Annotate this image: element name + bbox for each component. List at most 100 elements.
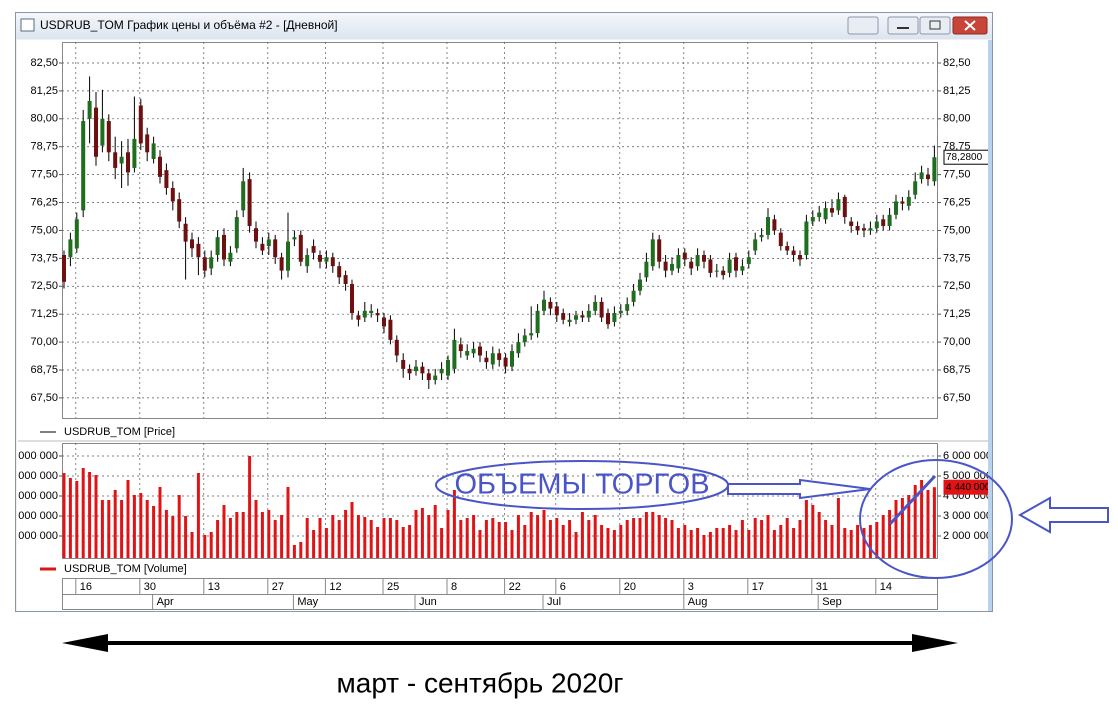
- legend-entry: USDRUB_TOM [Volume]: [64, 563, 187, 575]
- candle-body: [708, 259, 713, 273]
- volume-bar: [62, 473, 66, 558]
- volume-bar: [881, 515, 885, 558]
- y-tick-label: 76,25: [30, 196, 58, 208]
- candle-body: [215, 237, 220, 256]
- volume-bar: [433, 505, 437, 558]
- month-label: Apr: [157, 596, 174, 608]
- y-tick-label: 75,00: [943, 224, 971, 236]
- volume-bar: [651, 512, 655, 558]
- candle-body: [311, 246, 316, 253]
- period-caption: март - сентябрь 2020г: [337, 667, 624, 698]
- volume-bar: [721, 528, 725, 558]
- candle-body: [254, 228, 258, 242]
- minimize-button[interactable]: [887, 16, 919, 35]
- candle-body: [586, 310, 591, 318]
- candle-body: [74, 219, 79, 249]
- pin-button[interactable]: [847, 16, 879, 35]
- candle-body: [842, 196, 847, 218]
- volume-bar: [452, 490, 456, 558]
- volume-bar: [536, 515, 540, 558]
- x-tick-label: 17: [752, 581, 764, 593]
- candle-body: [151, 143, 156, 159]
- candle-body: [401, 359, 406, 369]
- last-value-label: 78,2800: [946, 152, 983, 163]
- volume-bar: [299, 542, 303, 558]
- last-value-label: 4 440 000: [946, 482, 991, 493]
- candle-body: [727, 259, 732, 273]
- candle-body: [170, 188, 175, 202]
- candle-body: [599, 301, 604, 318]
- candle-body: [778, 232, 783, 247]
- candle-body: [650, 239, 655, 267]
- maximize-button[interactable]: [919, 16, 951, 35]
- close-icon: [964, 20, 976, 31]
- y-tick-label: 75,00: [30, 224, 58, 236]
- candle-body: [68, 239, 73, 258]
- volume-bar: [120, 500, 124, 558]
- candle-body: [522, 335, 527, 343]
- y-tick-label: 4 000 000: [9, 490, 58, 502]
- volume-bar: [811, 505, 815, 558]
- volume-bar: [670, 520, 674, 558]
- volume-bar: [190, 532, 194, 558]
- candle-body: [695, 255, 700, 267]
- x-tick-label: 27: [272, 581, 284, 593]
- y-tick-label: 68,75: [943, 364, 971, 376]
- volume-bar: [68, 478, 72, 558]
- candle-body: [369, 310, 374, 314]
- candle-body: [881, 219, 886, 226]
- x-tick-label: 14: [880, 581, 892, 593]
- candle-body: [465, 351, 470, 356]
- last-value-box: [943, 149, 988, 165]
- volume-bar: [574, 532, 578, 558]
- y-tick-label: 70,00: [943, 336, 971, 348]
- y-tick-label: 6 000 000: [9, 450, 58, 462]
- volume-bar: [216, 520, 220, 558]
- candle-body: [426, 373, 431, 381]
- y-tick-label: 76,25: [943, 196, 971, 208]
- volume-bar: [356, 515, 360, 558]
- candle-body: [682, 252, 687, 260]
- volume-bar: [414, 510, 418, 558]
- candle-body: [791, 250, 796, 256]
- y-tick-label: 70,00: [30, 336, 58, 348]
- month-label: May: [297, 596, 318, 608]
- x-tick-label: 30: [144, 581, 156, 593]
- volume-bar: [728, 525, 732, 558]
- x-tick-label: 31: [816, 581, 828, 593]
- candle-body: [670, 263, 674, 271]
- volume-bar: [401, 527, 405, 558]
- window-icon: [20, 18, 35, 32]
- volume-bar: [209, 532, 213, 558]
- candle-body: [574, 315, 578, 320]
- candle-body: [766, 217, 770, 235]
- candle-body: [631, 290, 636, 302]
- volume-bar: [273, 520, 277, 558]
- volume-bar: [632, 518, 636, 558]
- volume-bar: [260, 512, 264, 558]
- candle-body: [119, 156, 124, 164]
- volume-bar: [926, 490, 930, 558]
- y-tick-label: 81,25: [943, 85, 971, 97]
- candle-body: [138, 105, 143, 144]
- y-tick-label: 82,50: [30, 57, 58, 69]
- volume-bar: [491, 518, 495, 558]
- candle-body: [337, 266, 342, 278]
- trend-stroke: [888, 474, 937, 526]
- pointer-arrow: [1017, 496, 1109, 534]
- window-title: USDRUB_TOM График цены и объёма #2 - [Дн…: [40, 18, 338, 32]
- volume-bar: [753, 518, 757, 558]
- candle-body: [593, 301, 598, 311]
- volume-bar: [900, 498, 904, 558]
- volume-bar: [369, 520, 373, 558]
- volume-bar: [171, 516, 175, 558]
- candle-body: [900, 201, 905, 204]
- candle-body: [855, 225, 860, 231]
- volume-bar: [555, 518, 559, 558]
- volume-bar: [420, 508, 424, 558]
- volume-bar: [100, 500, 104, 558]
- candle-body: [906, 196, 911, 206]
- candle-body: [247, 179, 252, 226]
- volume-bar: [907, 495, 911, 558]
